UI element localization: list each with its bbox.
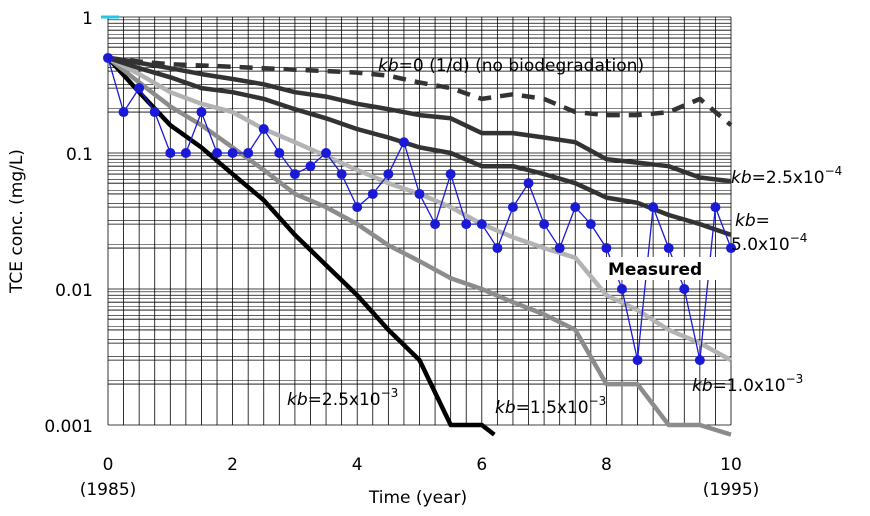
measured-point: [103, 52, 113, 63]
annotation-text: 5.0x10−4: [731, 231, 807, 255]
series-line-no-biodegradation: [107, 55, 733, 127]
measured-point: [430, 219, 441, 230]
measured-point: [305, 161, 316, 172]
annotation: kb=2.5x10−4: [731, 164, 842, 188]
series-line: [107, 55, 732, 184]
annotation: kb=: [735, 211, 770, 231]
measured-point: [352, 202, 363, 213]
measured-point: [212, 148, 223, 158]
measured-point: [476, 219, 487, 230]
x-tick-label: 4: [352, 455, 363, 475]
measured-point: [492, 243, 503, 254]
series-line: [106, 56, 496, 437]
measured-point: [523, 178, 534, 189]
y-tick-label: 1: [82, 9, 93, 29]
series-line: [107, 55, 732, 238]
measured-point: [196, 107, 207, 118]
measured-point: [663, 243, 674, 254]
measured-point: [227, 148, 238, 158]
measured-point: [321, 148, 332, 158]
x-tick-year-label: (1995): [703, 480, 760, 500]
annotation: kb=2.5x10−3: [287, 386, 398, 410]
measured-point: [632, 355, 643, 366]
annotation-text: kb=1.5x10−3: [495, 394, 606, 418]
annotation-text: kb=2.5x10−3: [287, 386, 398, 410]
annotation-text: kb=0 (1/d) (no biodegradation): [378, 56, 644, 76]
measured-point: [414, 188, 425, 199]
annotation: kb=1.0x10−3: [692, 372, 803, 396]
measured-point: [367, 188, 378, 199]
measured-point: [554, 243, 565, 254]
annotation-text: kb=2.5x10−4: [731, 164, 842, 188]
measured-point: [118, 107, 129, 118]
measured-point: [149, 107, 160, 118]
measured-point: [616, 284, 627, 294]
annotation: 5.0x10−4: [731, 231, 807, 255]
measured-point: [258, 124, 269, 135]
measured-point: [710, 202, 721, 213]
annotation-text: Measured: [608, 260, 702, 280]
measured-point: [398, 137, 409, 148]
annotation-backdrop: [605, 257, 729, 280]
measured-point: [461, 219, 472, 230]
y-tick-label: 0.1: [66, 145, 93, 165]
y-tick-label: 0.01: [55, 281, 93, 301]
measured-point: [539, 219, 550, 230]
x-axis-label: Time (year): [368, 488, 467, 508]
x-tick-label: 10: [720, 455, 742, 475]
x-tick-label: 6: [476, 455, 487, 475]
annotation-layer: kb=0 (1/d) (no biodegradation) kb=2.5x10−…: [287, 56, 842, 418]
measured-point: [648, 202, 659, 213]
annotation-text: kb=1.0x10−3: [692, 372, 803, 396]
annotation-text: kb=: [735, 211, 770, 231]
measured-point: [165, 148, 176, 158]
measured-point: [585, 219, 596, 230]
x-tick-label: 2: [227, 455, 238, 475]
measured-point: [726, 243, 736, 254]
measured-point: [134, 83, 145, 94]
x-tick-year-label: (1985): [80, 480, 137, 500]
measured-point: [383, 169, 394, 180]
measured-point: [445, 169, 456, 180]
measured-point: [570, 202, 581, 213]
x-tick-label: 0: [103, 455, 114, 475]
measured-point: [694, 355, 705, 366]
series-layer: [103, 52, 736, 437]
measured-point: [289, 169, 300, 180]
measured-point: [274, 148, 285, 158]
annotation: kb=0 (1/d) (no biodegradation): [378, 56, 644, 76]
measured-point: [507, 202, 518, 213]
annotation: Measured: [605, 257, 729, 280]
measured-point: [601, 243, 612, 254]
x-tick-label: 8: [601, 455, 612, 475]
measured-point: [679, 284, 690, 294]
y-tick-label: 0.001: [44, 417, 93, 437]
tick-layer: 1 0.1 0.01 0.001 0 2 4 6 8 10 (1985) (1995): [44, 9, 759, 500]
measured-point: [336, 169, 347, 180]
series-line: [106, 56, 732, 437]
annotation: kb=1.5x10−3: [495, 394, 606, 418]
measured-point: [243, 148, 254, 158]
measured-point: [180, 148, 191, 158]
y-axis-label: TCE conc. (mg/L): [7, 149, 27, 294]
